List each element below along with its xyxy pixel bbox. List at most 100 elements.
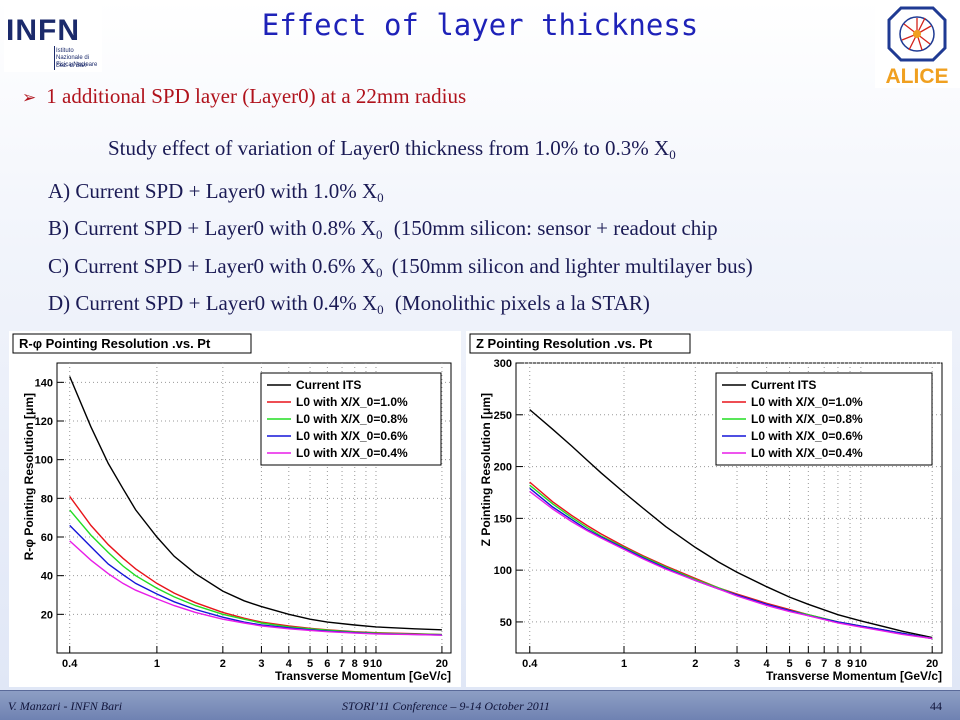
legend-entry: L0 with X/X_0=0.6% (751, 429, 863, 443)
rphi-chart: R-φ Pointing Resolution .vs. Pt0.4 1 2 3 4 5 6… (12, 333, 452, 683)
option-sub: 0 (375, 265, 383, 280)
x-tick-label: 6 (805, 658, 811, 670)
option-b: B) Current SPD + Layer0 with 0.8% X0 (15… (48, 216, 718, 243)
x-tick-label: 8 (352, 658, 358, 670)
legend-entry: L0 with X/X_0=0.4% (296, 446, 408, 460)
arrow-bullet-icon: ➢ (22, 88, 37, 108)
option-d: D) Current SPD + Layer0 with 0.4% X0 (Mo… (48, 291, 650, 318)
y-axis-label: R-φ Pointing Resolution [μm] (22, 393, 36, 560)
y-tick-label: 50 (500, 617, 512, 629)
footer-conference: STORI’11 Conference – 9-14 October 2011 (342, 699, 550, 713)
legend-box (715, 372, 933, 466)
option-sub: 0 (375, 227, 383, 242)
x-tick-label: 5 (307, 658, 313, 670)
y-tick-label: 150 (494, 513, 512, 525)
chart-title-box (12, 333, 252, 354)
x-tick-label: 4 (286, 658, 293, 670)
option-sub: 0 (377, 302, 384, 317)
option-note: (150mm silicon and lighter multilayer bu… (391, 254, 753, 278)
slide-title: Effect of layer thickness (261, 8, 699, 42)
legend-entry: Current ITS (751, 378, 816, 392)
y-tick-label: 100 (35, 455, 53, 467)
option-text: Current SPD + Layer0 with 0.6% X (74, 254, 376, 278)
y-tick-label: 250 (494, 410, 512, 422)
y-axis-label: Z Pointing Resolution [μm] (479, 393, 493, 546)
option-text: Current SPD + Layer0 with 0.4% X (75, 291, 378, 315)
study-prefix: Study effect of variation of Layer0 thic… (108, 136, 670, 160)
x-axis-label: Transverse Momentum [GeV/c] (275, 669, 451, 683)
x-tick-label: 7 (821, 658, 827, 670)
y-tick-label: 300 (494, 358, 512, 370)
x-tick-label: 0.4 (62, 658, 78, 670)
x-tick-label: 3 (258, 658, 264, 670)
series-line-0 (69, 376, 442, 631)
z-plot-panel: Z Pointing Resolution .vs. Pt 0.4 1 2 3 4 5 6 7 8… (466, 331, 952, 687)
legend-entry: L0 with X/X_0=0.8% (296, 412, 408, 426)
x-tick-label: 10 (855, 658, 867, 670)
x-tick-label: 7 (339, 658, 345, 670)
option-a: A) Current SPD + Layer0 with 1.0% X0 (48, 179, 384, 206)
option-c: C) Current SPD + Layer0 with 0.6% X0 (15… (48, 254, 753, 281)
option-label: C) (48, 254, 69, 278)
x-tick-label: 2 (220, 658, 226, 670)
y-tick-label: 100 (494, 565, 512, 577)
infn-logo-section: Sez. di Bari (56, 63, 87, 69)
x-tick-label: 20 (436, 658, 448, 670)
footer-author: V. Manzari - INFN Bari (8, 699, 123, 713)
y-tick-label: 60 (41, 532, 53, 544)
x-tick-label: 1 (621, 658, 627, 670)
x-tick-label: 8 (835, 658, 841, 670)
x-tick-label: 10 (370, 658, 382, 670)
chart-title-box (469, 333, 691, 354)
x-tick-label: 4 (764, 658, 771, 670)
y-tick-label: 40 (41, 571, 53, 583)
option-sub: 0 (377, 190, 384, 205)
x-tick-label: 2 (692, 658, 698, 670)
series-line-4 (69, 540, 442, 636)
z-chart: Z Pointing Resolution .vs. Pt 0.4 1 2 3 4 5 6 7 8… (469, 333, 943, 683)
legend-entry: L0 with X/X_0=0.4% (751, 446, 863, 460)
x-tick-label: 3 (734, 658, 740, 670)
y-tick-label: 140 (35, 377, 53, 389)
legend-entry: L0 with X/X_0=0.8% (751, 412, 863, 426)
bullet-text: 1 additional SPD layer (Layer0) at a 22m… (46, 84, 467, 108)
legend-entry: L0 with X/X_0=1.0% (751, 395, 863, 409)
chart-title: R-φ Pointing Resolution .vs. Pt (19, 336, 211, 351)
study-sub: 0 (669, 147, 676, 162)
x-tick-label: 1 (154, 658, 160, 670)
y-tick-label: 200 (494, 462, 512, 474)
option-label: A) (48, 179, 71, 203)
alice-logo-icon: ALICE (886, 6, 949, 88)
y-tick-label: 80 (41, 493, 53, 505)
option-text: Current SPD + Layer0 with 0.8% X (74, 216, 376, 240)
y-tick-label: 20 (41, 609, 53, 621)
infn-logo-text: INFN (6, 14, 80, 47)
alice-logo-text: ALICE (886, 65, 949, 88)
infn-logo-subtitle: Istituto Nazionale di Fisica Nucleare (56, 48, 98, 68)
option-note: (Monolithic pixels a la STAR) (394, 291, 650, 315)
footer-page-number: 44 (930, 699, 942, 713)
rphi-plot-panel: R-φ Pointing Resolution .vs. Pt 0.4 1 2 3 4 5 6… (9, 331, 461, 687)
legend-entry: L0 with X/X_0=0.6% (296, 429, 408, 443)
bullet-point: ➢ 1 additional SPD layer (Layer0) at a 22… (22, 84, 466, 109)
legend-entry: L0 with X/X_0=1.0% (296, 395, 408, 409)
x-tick-label: 6 (324, 658, 330, 670)
chart-title: Z Pointing Resolution .vs. Pt (476, 336, 653, 351)
series-line-4 (529, 490, 933, 640)
x-tick-label: 20 (926, 658, 938, 670)
option-label: B) (48, 216, 69, 240)
footer-bar: V. Manzari - INFN Bari STORI’11 Conferen… (0, 690, 960, 720)
legend-entry: Current ITS (296, 378, 361, 392)
option-note: (150mm silicon: sensor + readout chip (393, 216, 718, 240)
option-text: Current SPD + Layer0 with 1.0% X (75, 179, 378, 203)
infn-logo: INFN Istituto Nazionale di Fisica Nuclea… (4, 4, 102, 72)
x-tick-label: 9 (847, 658, 853, 670)
x-tick-label: 9 (363, 658, 369, 670)
y-tick-label: 120 (35, 416, 53, 428)
option-label: D) (48, 291, 71, 315)
x-axis-label: Transverse Momentum [GeV/c] (766, 669, 942, 683)
x-tick-label: 5 (787, 658, 793, 670)
alice-logo: ALICE (875, 0, 960, 88)
series-line-0 (529, 409, 933, 639)
study-text: Study effect of variation of Layer0 thic… (108, 136, 676, 163)
